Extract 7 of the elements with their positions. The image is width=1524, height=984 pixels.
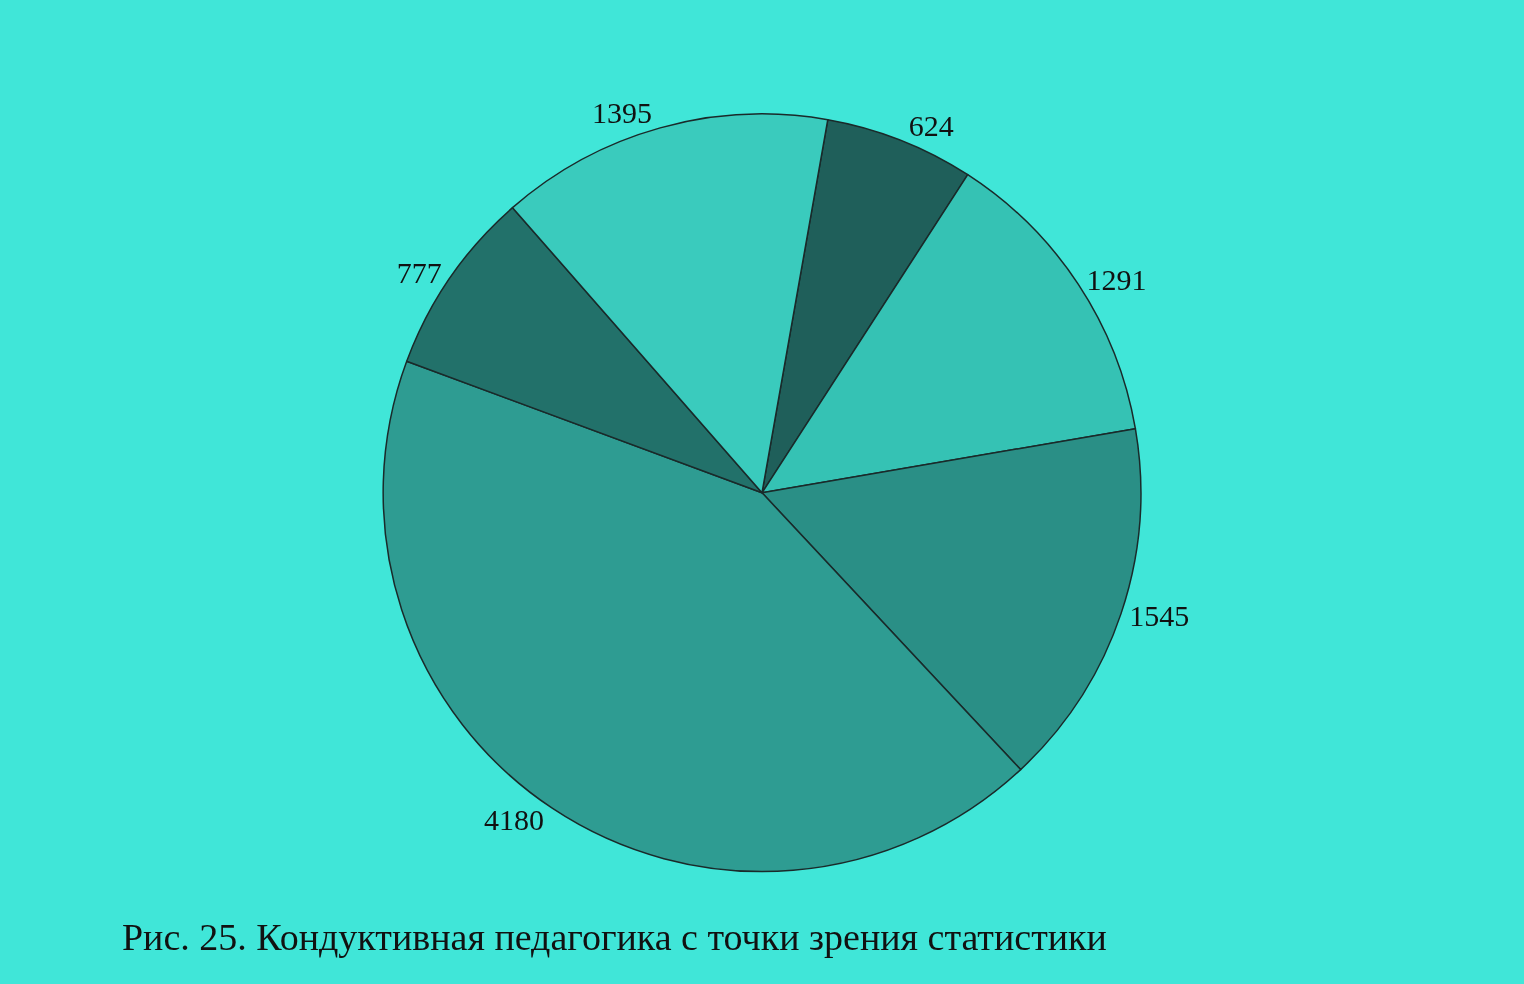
data-label: 1545 xyxy=(1129,598,1190,632)
data-label: 624 xyxy=(908,109,954,143)
data-label: 1291 xyxy=(1086,262,1147,296)
data-label: 1395 xyxy=(591,96,652,130)
data-label: 777 xyxy=(396,256,442,290)
data-label: 4180 xyxy=(483,803,544,837)
text: Рис. 25. Кондуктивная педагогика с точки зрения статистики xyxy=(121,915,1107,958)
